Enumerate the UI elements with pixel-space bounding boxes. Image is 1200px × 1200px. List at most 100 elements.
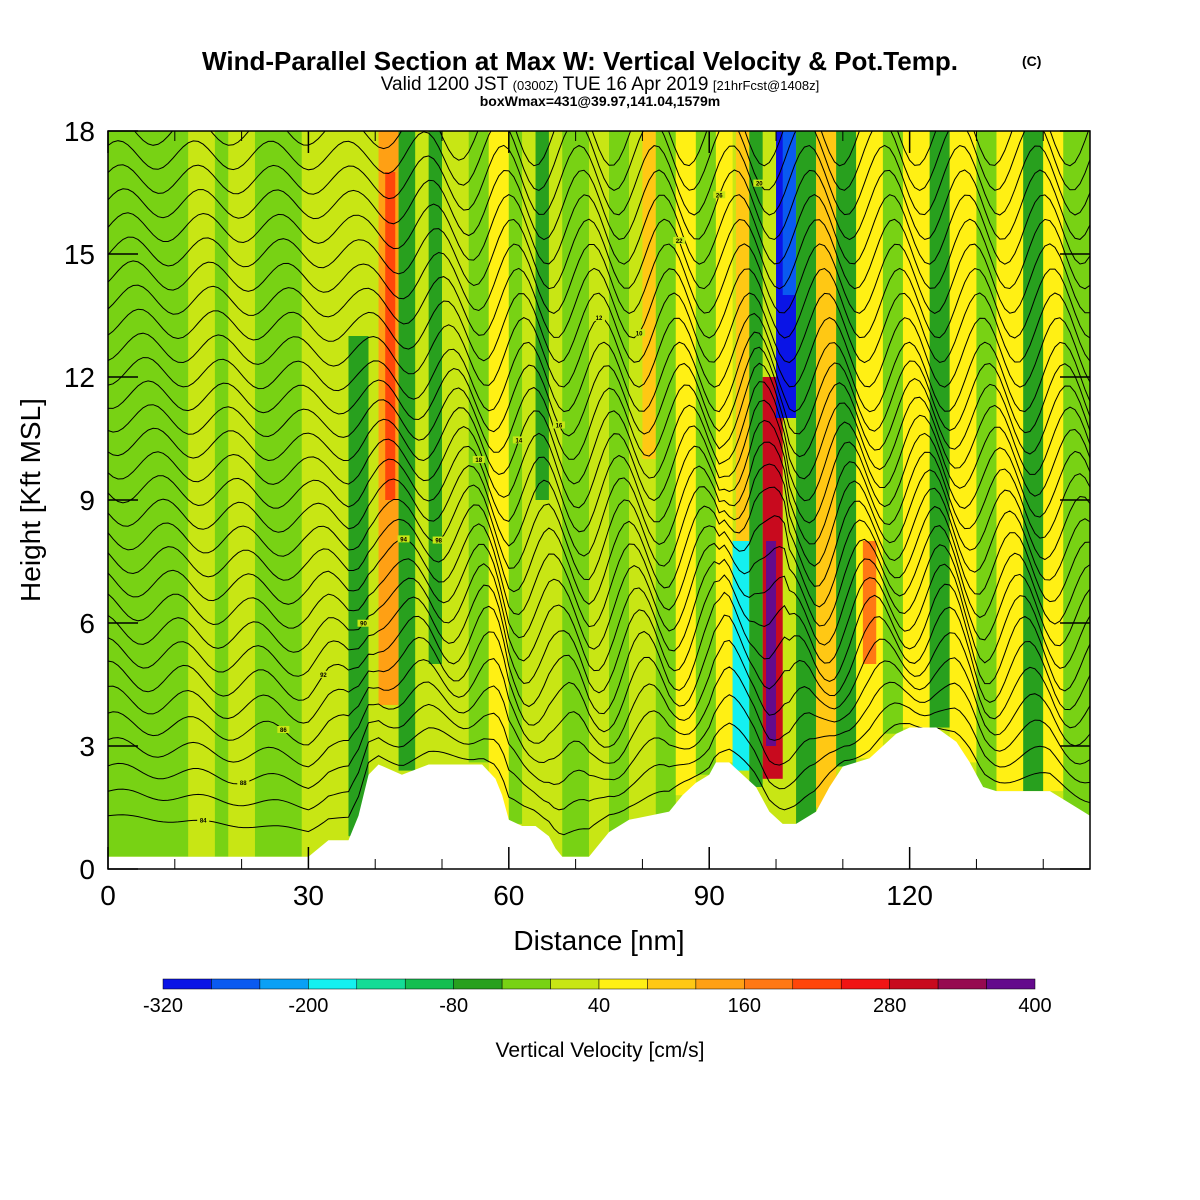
y-tick-label: 3 [79,731,95,762]
theta-contour [108,681,1090,790]
theta-contour [108,544,1090,672]
theta-contour [108,267,1090,339]
y-tick-label: 6 [79,608,95,639]
contour-label: 14 [515,438,522,444]
theta-contour [108,381,1090,485]
colorbar-swatch [889,978,939,990]
w-cell [415,131,429,771]
w-cell [385,172,396,500]
contour-label: 12 [596,316,603,322]
theta-contour [108,441,1090,557]
w-cell [508,131,523,824]
y-axis-title: Height [Kft MSL] [15,398,46,602]
y-tick-label: 12 [64,362,95,393]
contour-label: 86 [280,728,287,734]
colorbar-tick-labels: -320 -200 -80 40 160 280 400 [143,995,1052,1017]
w-cell [715,131,733,763]
theta-contour [108,362,1090,460]
contour-labels: 84 88 86 92 90 94 98 18 14 16 12 10 22 26 20 [197,179,766,824]
x-axis-title: Distance [nm] [513,925,684,956]
colorbar-tick-label: -200 [288,995,328,1017]
theta-contour [108,243,1090,314]
plot-area: 84 88 86 92 90 94 98 18 14 16 12 10 22 26 20 [108,131,1090,869]
contour-label: 18 [475,458,482,464]
colorbar-swatch [840,978,890,990]
contour-label: 84 [200,818,207,824]
colorbar-tick-label: -80 [439,995,468,1017]
w-cell [348,336,369,837]
contour-label: 94 [400,537,407,543]
colorbar-title: Vertical Velocity [cm/s] [496,1039,705,1062]
w-cell [108,131,122,459]
contour-label-bg [357,619,370,627]
contour-label-bg [472,456,485,464]
chart-box-line: boxWmax=431@39.97,141.04,1579m [480,93,721,109]
theta-contour [108,144,1090,216]
theta-contour [108,218,1090,290]
terrain [108,727,1090,869]
theta-contour [108,419,1090,533]
colorbar-swatch [986,978,1036,990]
chart-title-mark: (C) [1022,53,1041,69]
x-tick-label: 90 [694,880,725,911]
valid-time: Valid 1200 JST [381,74,509,95]
colorbar-tick-label: 400 [1018,995,1051,1017]
contour-label: 88 [240,781,247,787]
w-cell [836,131,857,767]
w-cell [749,131,763,787]
theta-contour [108,657,1090,768]
x-tick-label: 60 [493,880,524,911]
valid-utc: (0300Z) [513,78,559,93]
forecast-info: [21hrFcst@1408z] [713,78,819,93]
contour-label-bg [277,726,290,734]
theta-contour [108,606,1090,733]
y-tick-label: 0 [79,854,95,885]
colorbar-swatch [501,978,551,990]
colorbar-tick-label: 40 [588,995,610,1017]
y-tick-label: 15 [64,239,95,270]
contour-label-bg [673,237,686,245]
chart-valid-line: Valid 1200 JST (0300Z) TUE 16 Apr 2019 [… [381,74,820,95]
x-tick-label: 30 [293,880,324,911]
theta-contour [108,399,1090,509]
theta-contour [133,131,1089,167]
w-cell [976,131,997,792]
chart-title: Wind-Parallel Section at Max W: Vertical… [202,46,958,76]
colorbar-tick-label: 160 [728,995,761,1017]
colorbar-swatch [744,978,794,990]
contour-label-bg [512,436,525,444]
x-axis: 0 30 60 90 120 [100,131,1044,911]
contour-label: 10 [636,331,643,337]
valid-date: TUE 16 Apr 2019 [563,74,709,95]
w-cell [188,131,215,857]
colorbar-swatch [356,978,406,990]
colorbar-swatch [308,978,358,990]
colorbar-swatch [695,978,745,990]
w-cell [488,131,509,820]
theta-contour [108,131,1090,191]
w-cell [996,131,1024,792]
theta-contour [108,505,1090,628]
w-cell [1043,131,1064,792]
w-cell [902,131,930,728]
w-cell [882,131,903,734]
colorbar [162,978,1036,990]
contour-label-bg [552,421,565,429]
contour-label: 26 [716,193,723,199]
contour-label: 90 [360,622,367,628]
theta-contour [108,292,1090,364]
contour-label-bg [713,191,726,199]
w-cell [655,131,676,816]
w-cell [398,131,416,771]
w-cell [254,131,302,857]
contour-label-bg [432,536,445,544]
contour-label: 22 [676,239,683,245]
w-cell [428,131,443,664]
colorbar-swatch [404,978,454,990]
colorbar-swatch [211,978,261,990]
w-cell [766,541,777,746]
theta-contour [108,525,1090,650]
colorbar-swatch [550,978,600,990]
colorbar-swatch [162,978,212,990]
